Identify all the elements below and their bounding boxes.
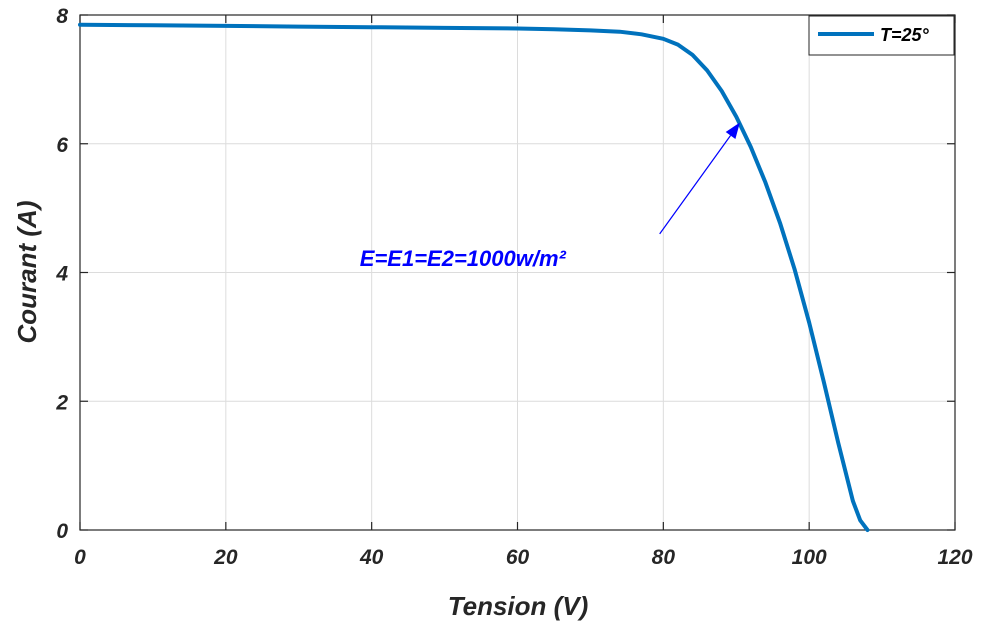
x-tick-label: 0 [74,546,86,569]
y-tick-label: 2 [55,391,68,414]
x-tick-label: 100 [792,546,827,569]
annotation: E=E1=E2=1000w/m² [360,122,740,271]
legend: T=25° [808,15,955,56]
annotation-label: E=E1=E2=1000w/m² [360,246,567,271]
plot-frame [79,14,956,531]
series-line-t25 [78,22,870,532]
y-tick-label: 8 [56,5,68,28]
annotation-arrow-head [725,122,740,139]
y-axis-title: Courant (A) [12,201,42,344]
annotation-arrow-line [659,135,732,235]
tick-labels: 0 20 40 60 80 100 120 0 2 4 6 8 [55,5,973,569]
x-axis-title: Tension (V) [448,591,589,621]
x-tick-label: 80 [652,546,676,569]
x-tick-label: 60 [506,546,530,569]
legend-label: T=25° [880,25,930,45]
x-tick-label: 120 [937,546,972,569]
y-tick-label: 6 [56,134,68,157]
y-tick-label: 0 [56,520,68,543]
y-tick-label: 4 [55,263,68,286]
x-tick-label: 20 [213,546,238,569]
x-tick-label: 40 [359,546,384,569]
